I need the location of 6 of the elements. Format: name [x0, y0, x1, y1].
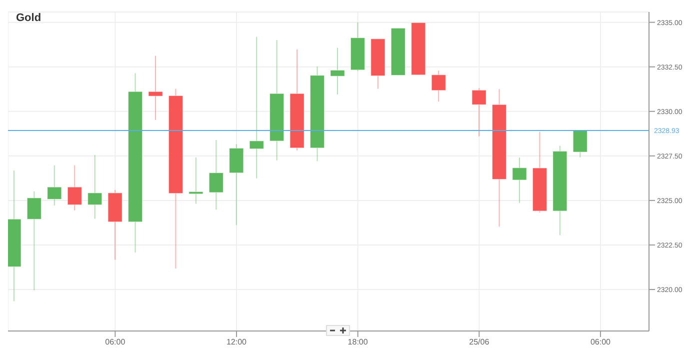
x-tick-label: 18:00 — [348, 338, 368, 347]
x-tick-label: 25/06 — [469, 338, 490, 347]
chart-title: Gold — [16, 12, 42, 24]
x-tick-label: 12:00 — [226, 338, 248, 347]
x-tick-label: 06:00 — [590, 338, 612, 347]
x-tick-label: 06:00 — [105, 338, 126, 347]
